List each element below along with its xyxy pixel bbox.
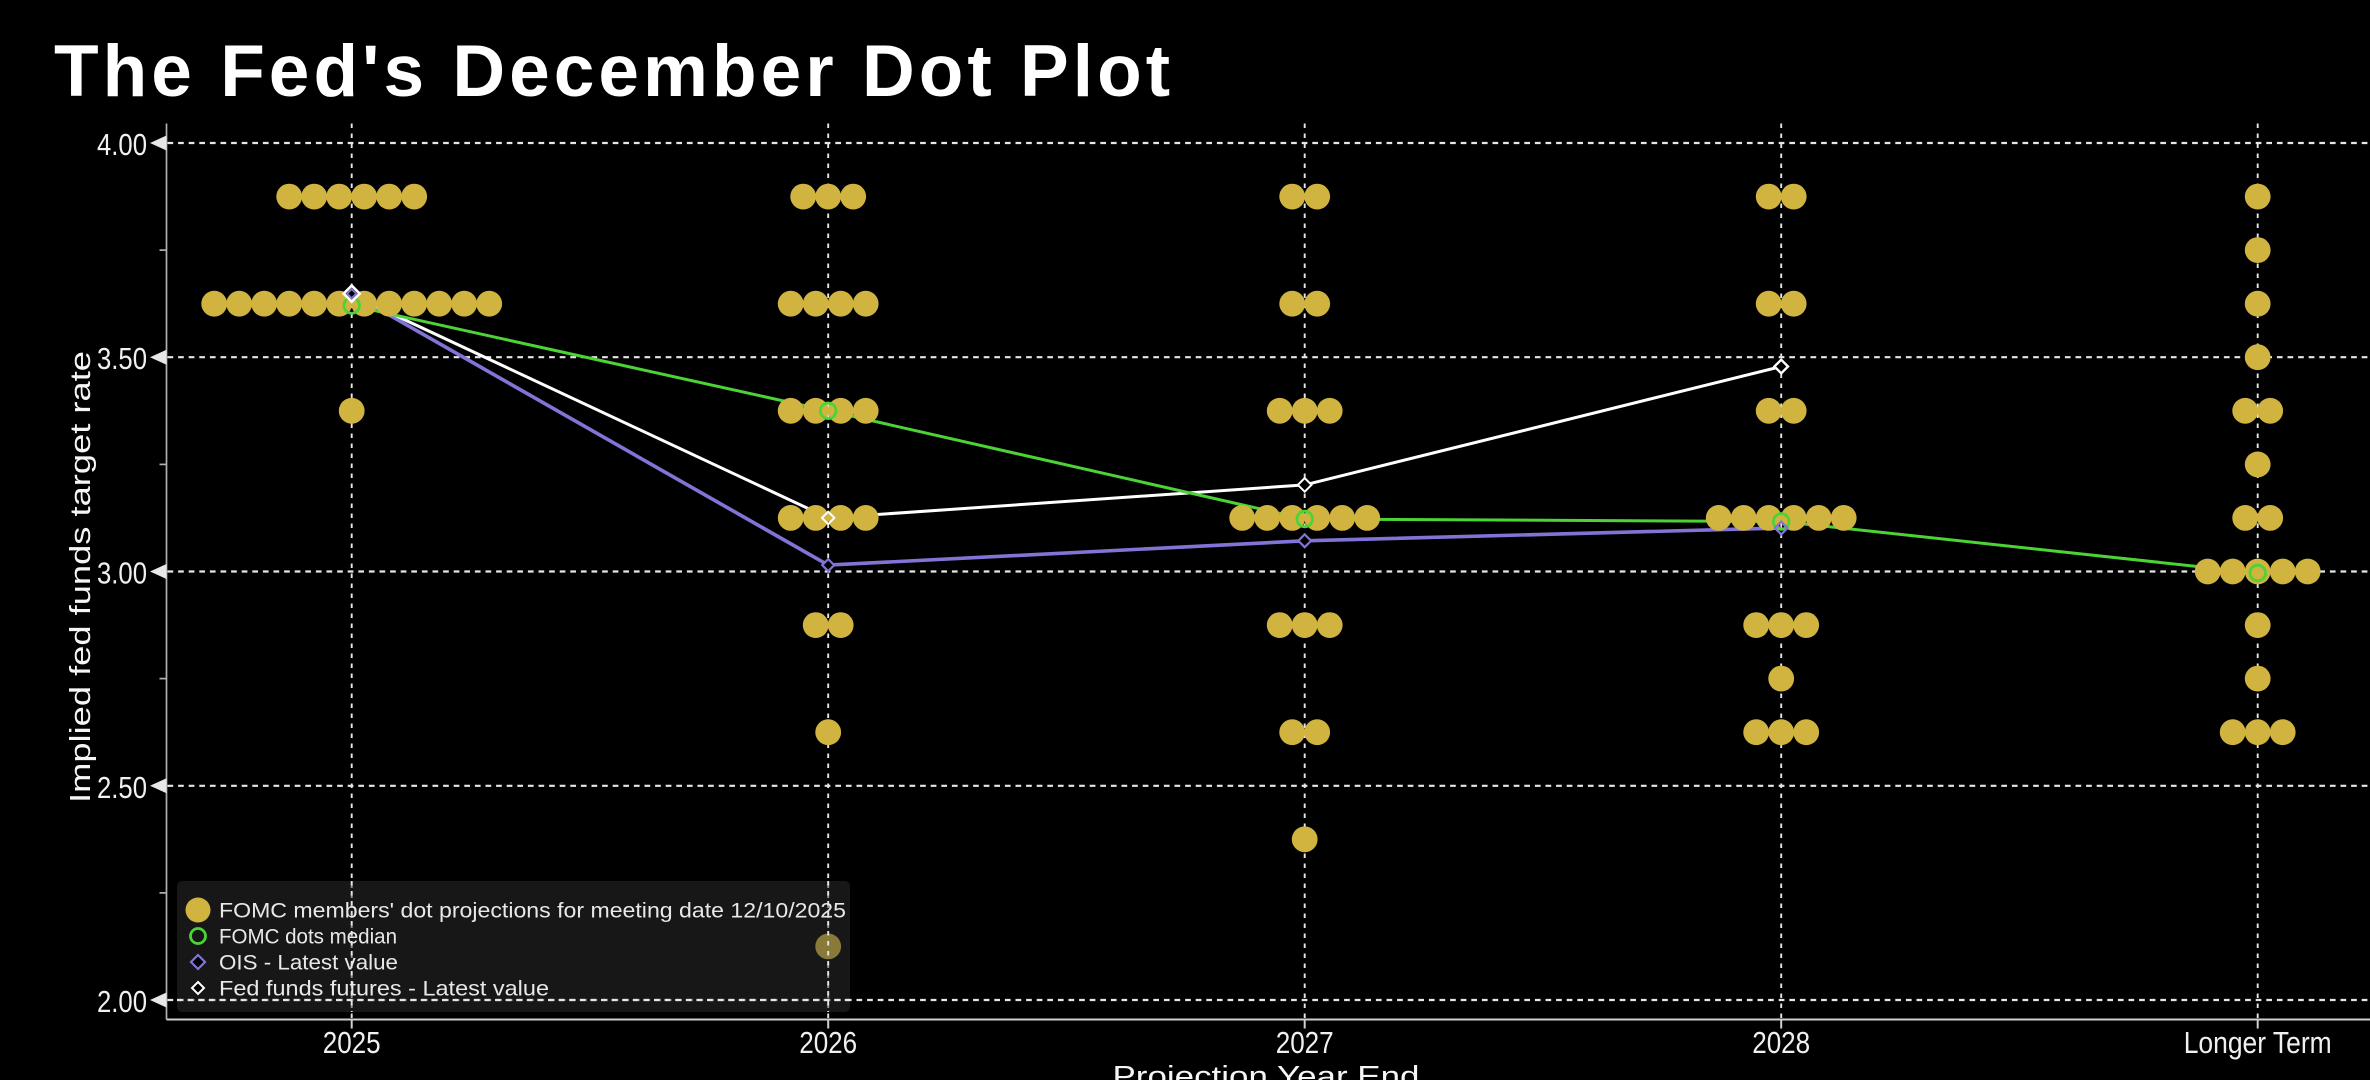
svg-text:2028: 2028 — [1752, 1025, 1810, 1060]
svg-text:3.50: 3.50 — [97, 341, 147, 376]
svg-text:Implied fed funds target rate: Implied fed funds target rate — [65, 351, 97, 803]
svg-text:2.50: 2.50 — [97, 770, 147, 805]
svg-text:The Fed's December Dot Plot: The Fed's December Dot Plot — [54, 31, 1170, 112]
svg-text:FOMC dots median: FOMC dots median — [219, 925, 397, 949]
svg-text:2.00: 2.00 — [97, 984, 147, 1019]
svg-text:OIS - Latest value: OIS - Latest value — [219, 951, 398, 975]
svg-text:Fed funds futures - Latest val: Fed funds futures - Latest value — [219, 977, 549, 1001]
svg-text:2027: 2027 — [1276, 1025, 1334, 1060]
svg-text:3.00: 3.00 — [97, 556, 147, 591]
svg-text:Projection Year End: Projection Year End — [1113, 1061, 1420, 1080]
svg-text:2026: 2026 — [799, 1025, 857, 1060]
svg-text:2025: 2025 — [323, 1025, 381, 1060]
svg-text:FOMC members' dot projections: FOMC members' dot projections for meetin… — [219, 899, 846, 923]
svg-text:Longer Term: Longer Term — [2184, 1025, 2332, 1060]
svg-text:4.00: 4.00 — [97, 127, 147, 162]
